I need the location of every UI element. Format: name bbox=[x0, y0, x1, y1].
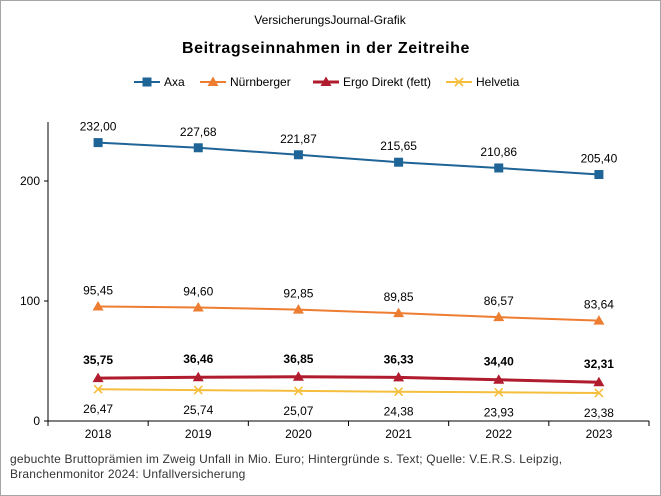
legend-marker-helvetia bbox=[454, 77, 464, 87]
data-label-ergo-direkt-fett-2020: 36,85 bbox=[283, 352, 313, 366]
data-point-helvetia-2018 bbox=[93, 384, 103, 394]
data-label-axa-2018: 232,00 bbox=[80, 120, 117, 134]
data-point-ergo-direkt-fett-2020 bbox=[292, 371, 304, 381]
series-ergo-direkt-fett bbox=[92, 371, 605, 387]
x-tick-label-2018: 2018 bbox=[85, 427, 112, 441]
axes: 0 100 200 2018 2019 2020 2021 2022 2023 bbox=[20, 122, 650, 441]
data-label-helvetia-2019: 25,74 bbox=[183, 403, 213, 417]
data-point-axa-2018 bbox=[93, 138, 103, 148]
legend-label-n-rnberger: Nürnberger bbox=[230, 75, 291, 89]
data-point-helvetia-2021 bbox=[394, 387, 404, 397]
data-point-axa-2020 bbox=[293, 150, 303, 160]
x-tick-label-2020: 2020 bbox=[285, 427, 312, 441]
data-point-helvetia-2022 bbox=[494, 387, 504, 397]
chart-title: Beitragseinnahmen in der Zeitreihe bbox=[182, 40, 470, 57]
data-label-axa-2020: 221,87 bbox=[280, 132, 317, 146]
data-point-n-rnberger-2021 bbox=[393, 307, 405, 318]
legend-item-helvetia: Helvetia bbox=[446, 75, 520, 89]
legend: Axa Nürnberger Ergo Direkt (fett) Helvetia bbox=[134, 75, 520, 89]
y-tick-label-200: 200 bbox=[20, 174, 40, 188]
data-point-axa-2023 bbox=[594, 170, 604, 180]
data-label-n-rnberger-2021: 89,85 bbox=[384, 290, 414, 304]
series-line-n-rnberger bbox=[98, 305, 599, 322]
series-n-rnberger bbox=[92, 300, 605, 325]
data-point-ergo-direkt-fett-2018 bbox=[92, 372, 104, 383]
data-point-axa-2019 bbox=[193, 143, 203, 153]
data-label-helvetia-2018: 26,47 bbox=[83, 402, 113, 416]
series-group bbox=[92, 138, 605, 398]
legend-item-axa: Axa bbox=[134, 75, 185, 89]
data-point-ergo-direkt-fett-2022 bbox=[493, 374, 505, 384]
x-tick-label-2021: 2021 bbox=[385, 427, 412, 441]
data-label-helvetia-2020: 25,07 bbox=[283, 404, 313, 418]
data-point-helvetia-2020 bbox=[293, 386, 303, 396]
data-labels: 232,00 227,68 221,87 215,65 210,86 205,40 95,4… bbox=[80, 120, 618, 420]
data-point-ergo-direkt-fett-2023 bbox=[593, 376, 605, 387]
legend-marker-ergo-direkt-fett bbox=[320, 76, 332, 86]
data-label-ergo-direkt-fett-2018: 35,75 bbox=[83, 353, 113, 367]
data-point-ergo-direkt-fett-2021 bbox=[393, 371, 405, 382]
data-point-n-rnberger-2023 bbox=[593, 315, 605, 325]
data-label-ergo-direkt-fett-2023: 32,31 bbox=[584, 357, 614, 371]
data-label-n-rnberger-2019: 94,60 bbox=[183, 284, 213, 298]
data-label-axa-2021: 215,65 bbox=[380, 139, 417, 153]
series-line-helvetia bbox=[98, 388, 599, 394]
data-point-ergo-direkt-fett-2019 bbox=[192, 371, 204, 382]
series-helvetia bbox=[93, 384, 604, 398]
data-label-n-rnberger-2022: 86,57 bbox=[484, 294, 514, 308]
chart-footnote: gebuchte Bruttoprämien im Zweig Unfall i… bbox=[10, 452, 563, 481]
series-line-ergo-direkt-fett bbox=[98, 375, 599, 384]
data-label-axa-2023: 205,40 bbox=[581, 152, 618, 166]
legend-label-helvetia: Helvetia bbox=[476, 75, 520, 89]
y-tick-label-100: 100 bbox=[20, 294, 40, 308]
series-axa bbox=[93, 138, 604, 180]
data-point-n-rnberger-2018 bbox=[92, 300, 104, 311]
data-label-axa-2019: 227,68 bbox=[180, 125, 217, 139]
data-label-n-rnberger-2020: 92,85 bbox=[283, 287, 313, 301]
data-label-helvetia-2022: 23,93 bbox=[484, 405, 514, 419]
legend-item-n-rnberger: Nürnberger bbox=[200, 75, 291, 89]
legend-marker-axa bbox=[142, 77, 152, 87]
data-point-axa-2021 bbox=[394, 157, 404, 167]
data-point-helvetia-2023 bbox=[594, 388, 604, 398]
data-label-n-rnberger-2018: 95,45 bbox=[83, 283, 113, 297]
x-tick-label-2019: 2019 bbox=[185, 427, 212, 441]
series-line-axa bbox=[98, 141, 599, 176]
legend-label-ergo-direkt-fett: Ergo Direkt (fett) bbox=[343, 75, 431, 89]
data-label-helvetia-2021: 24,38 bbox=[384, 405, 414, 419]
data-point-helvetia-2019 bbox=[193, 385, 203, 395]
legend-marker-n-rnberger bbox=[207, 76, 219, 86]
legend-label-axa: Axa bbox=[164, 75, 185, 89]
data-point-n-rnberger-2020 bbox=[292, 304, 304, 314]
y-tick-label-0: 0 bbox=[33, 414, 40, 428]
x-tick-label-2023: 2023 bbox=[586, 427, 613, 441]
x-tick-label-2022: 2022 bbox=[485, 427, 512, 441]
data-label-helvetia-2023: 23,38 bbox=[584, 406, 614, 420]
data-label-ergo-direkt-fett-2019: 36,46 bbox=[183, 352, 213, 366]
data-point-axa-2022 bbox=[494, 163, 504, 173]
data-label-ergo-direkt-fett-2021: 36,33 bbox=[384, 352, 414, 366]
data-point-n-rnberger-2019 bbox=[192, 301, 204, 312]
data-label-axa-2022: 210,86 bbox=[480, 145, 517, 159]
data-label-n-rnberger-2023: 83,64 bbox=[584, 298, 614, 312]
data-label-ergo-direkt-fett-2022: 34,40 bbox=[484, 355, 514, 369]
chart-supertitle: VersicherungsJournal-Grafik bbox=[254, 13, 406, 27]
legend-item-ergo-direkt-fett: Ergo Direkt (fett) bbox=[313, 75, 431, 89]
data-point-n-rnberger-2022 bbox=[493, 311, 505, 322]
